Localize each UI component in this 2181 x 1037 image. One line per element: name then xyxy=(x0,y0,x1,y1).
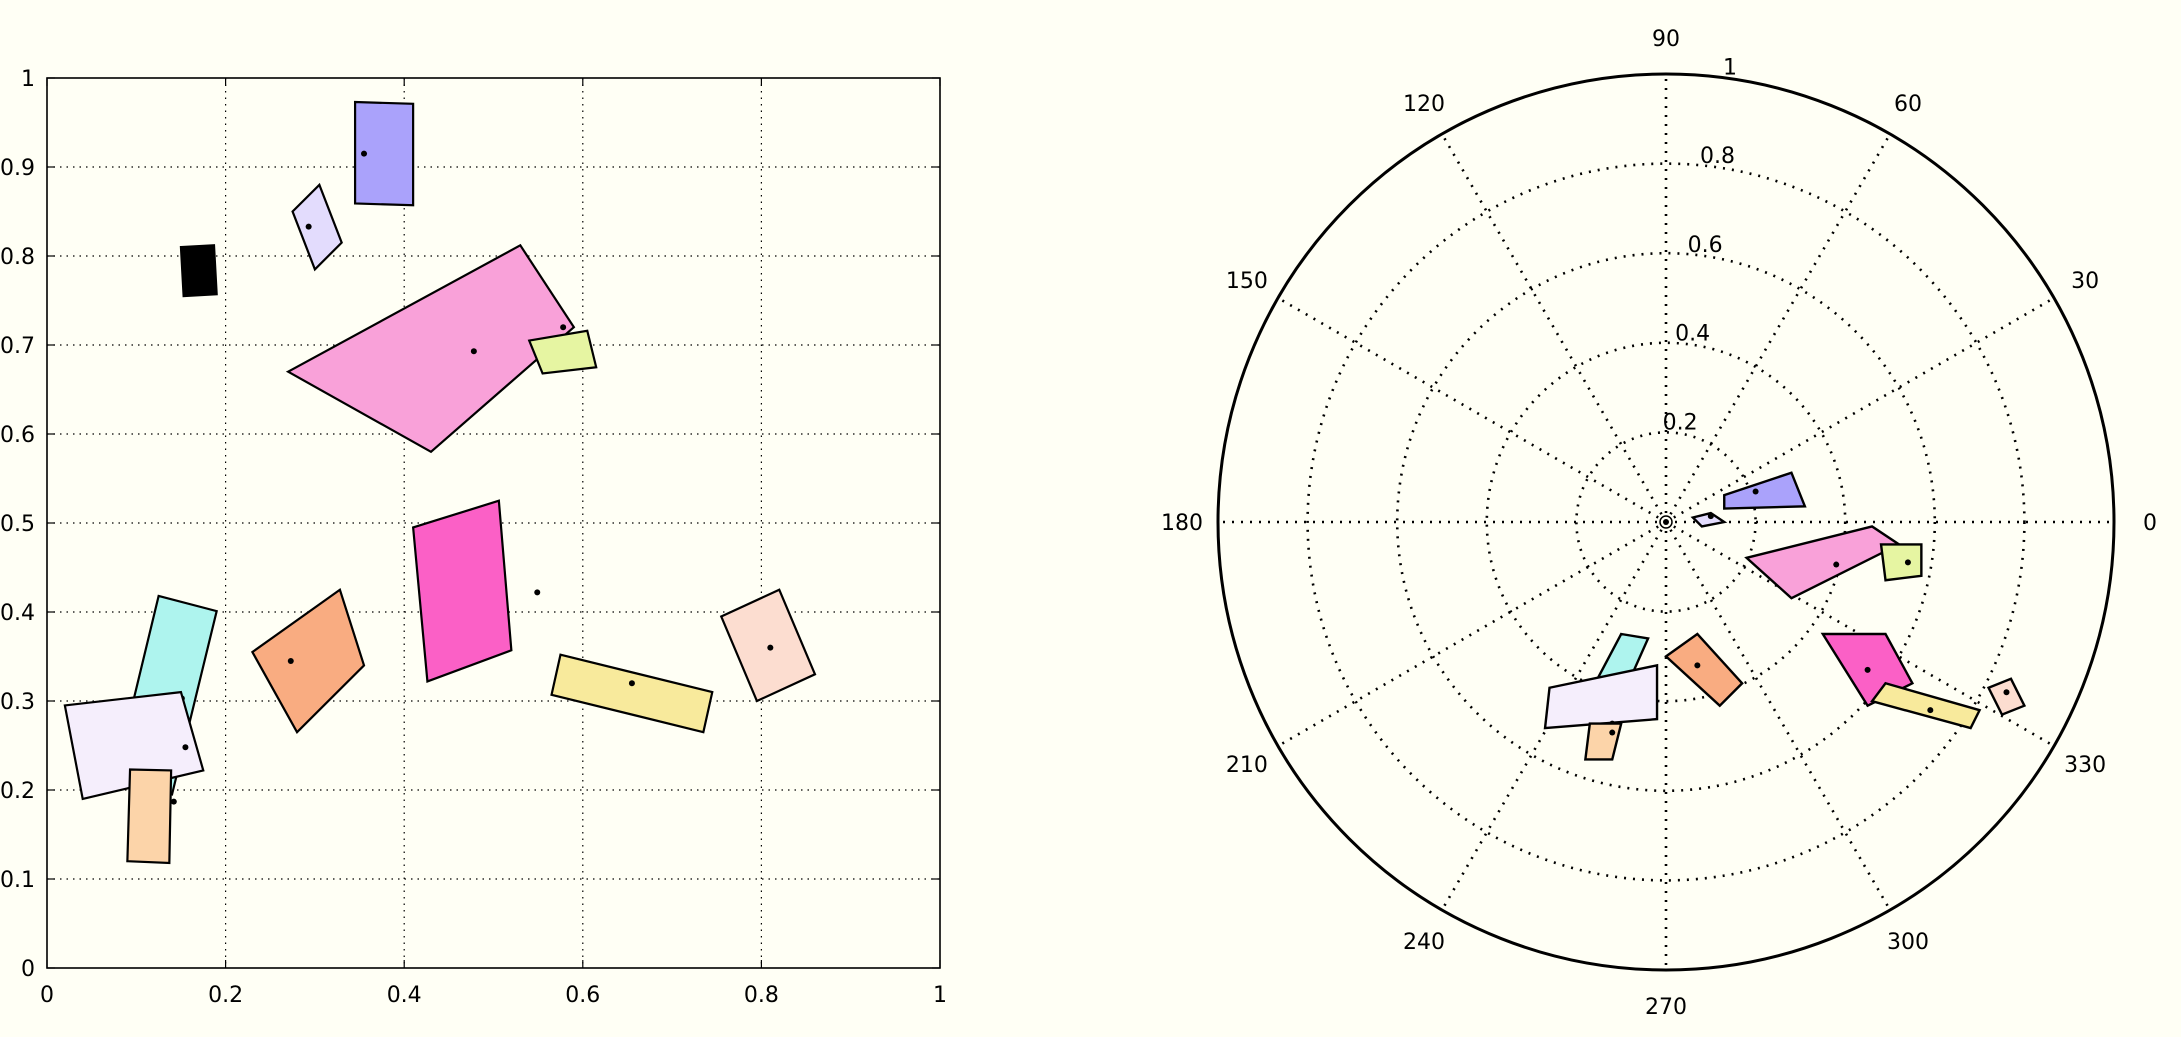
y-tick-label: 0.7 xyxy=(0,334,35,359)
data-rectangle xyxy=(550,653,714,734)
data-rectangle xyxy=(250,587,366,734)
x-tick-label: 0.6 xyxy=(565,983,600,1008)
x-tick-label: 0.8 xyxy=(744,983,779,1008)
y-tick-label: 0 xyxy=(21,957,35,982)
data-rectangle xyxy=(291,182,343,272)
y-tick-label: 0.1 xyxy=(0,868,35,893)
data-point xyxy=(470,348,477,355)
angle-label: 60 xyxy=(1894,92,1922,117)
data-rectangle xyxy=(126,768,173,865)
data-rectangle xyxy=(527,329,598,375)
data-point xyxy=(305,223,312,230)
radius-label: 0.6 xyxy=(1688,233,1723,258)
data-point xyxy=(534,589,541,596)
origin-dot xyxy=(1663,519,1669,525)
data-point xyxy=(1904,559,1911,566)
data-point xyxy=(2003,689,2010,696)
y-tick-label: 0.5 xyxy=(0,512,35,537)
data-point xyxy=(1752,488,1759,495)
data-rectangle xyxy=(719,588,817,703)
x-tick-label: 1 xyxy=(933,983,947,1008)
origin-marker xyxy=(1659,515,1673,529)
x-tick-label: 0.2 xyxy=(208,983,243,1008)
angle-label: 0 xyxy=(2143,511,2157,536)
angle-label: 300 xyxy=(1887,930,1929,955)
data-rectangle xyxy=(411,499,513,683)
y-tick-label: 1 xyxy=(21,67,35,92)
data-point xyxy=(170,798,177,805)
data-shape xyxy=(1723,471,1807,510)
data-rectangle xyxy=(285,243,576,454)
axes-box xyxy=(46,77,941,969)
data-point xyxy=(287,657,294,664)
angle-label: 30 xyxy=(2071,269,2099,294)
radial-gridline xyxy=(1485,341,1847,703)
cartesian-chart: 0 0.2 0.4 0.6 0.8 1 0 0.1 0.2 0.3 0.4 0.5 0.6 0.7 0.8 0… xyxy=(0,67,947,1008)
radius-label: 1 xyxy=(1723,55,1737,80)
data-shape xyxy=(1986,677,2027,717)
data-point xyxy=(361,150,368,157)
y-tick-label: 0.9 xyxy=(0,156,35,181)
data-point xyxy=(1864,666,1871,673)
radial-gridline xyxy=(1575,431,1757,613)
angle-label: 210 xyxy=(1226,753,1268,778)
x-tick-label: 0.4 xyxy=(387,983,422,1008)
data-shape xyxy=(1690,511,1728,528)
y-tick-label: 0.2 xyxy=(0,779,35,804)
radius-label: 0.4 xyxy=(1675,322,1710,347)
angle-label: 150 xyxy=(1226,269,1268,294)
data-point xyxy=(182,744,189,751)
angle-label: 120 xyxy=(1403,92,1445,117)
radius-label: 0.8 xyxy=(1700,144,1735,169)
radial-gridline xyxy=(1395,251,1937,793)
data-shape xyxy=(1664,632,1744,708)
data-point xyxy=(1609,729,1616,736)
data-point xyxy=(1707,513,1714,520)
y-tick-label: 0.3 xyxy=(0,690,35,715)
polar-chart: 0 30 60 90 120 150 180 210 240 270 300 330 0.2 0.4 0.6… xyxy=(1161,27,2157,1020)
data-shape xyxy=(1879,543,1923,582)
data-point xyxy=(1694,662,1701,669)
data-point xyxy=(195,266,202,273)
data-shape xyxy=(1543,663,1659,730)
angle-label: 270 xyxy=(1645,995,1687,1020)
data-shape xyxy=(1870,681,1982,730)
angle-label: 240 xyxy=(1403,930,1445,955)
x-tick-label: 0 xyxy=(40,983,54,1008)
y-tick-label: 0.8 xyxy=(0,245,35,270)
angle-label: 180 xyxy=(1161,511,1203,536)
y-tick-label: 0.6 xyxy=(0,423,35,448)
data-point xyxy=(1927,707,1934,714)
data-point xyxy=(560,324,567,331)
data-rectangle xyxy=(353,100,415,207)
angle-label: 90 xyxy=(1652,27,1680,52)
data-point xyxy=(1833,561,1840,568)
outer-circle xyxy=(1216,72,2116,972)
data-point xyxy=(628,680,635,687)
data-point xyxy=(767,644,774,651)
radius-label: 0.2 xyxy=(1663,410,1698,435)
radial-gridline xyxy=(1306,162,2026,882)
y-tick-label: 0.4 xyxy=(0,601,35,626)
angle-label: 330 xyxy=(2064,753,2106,778)
